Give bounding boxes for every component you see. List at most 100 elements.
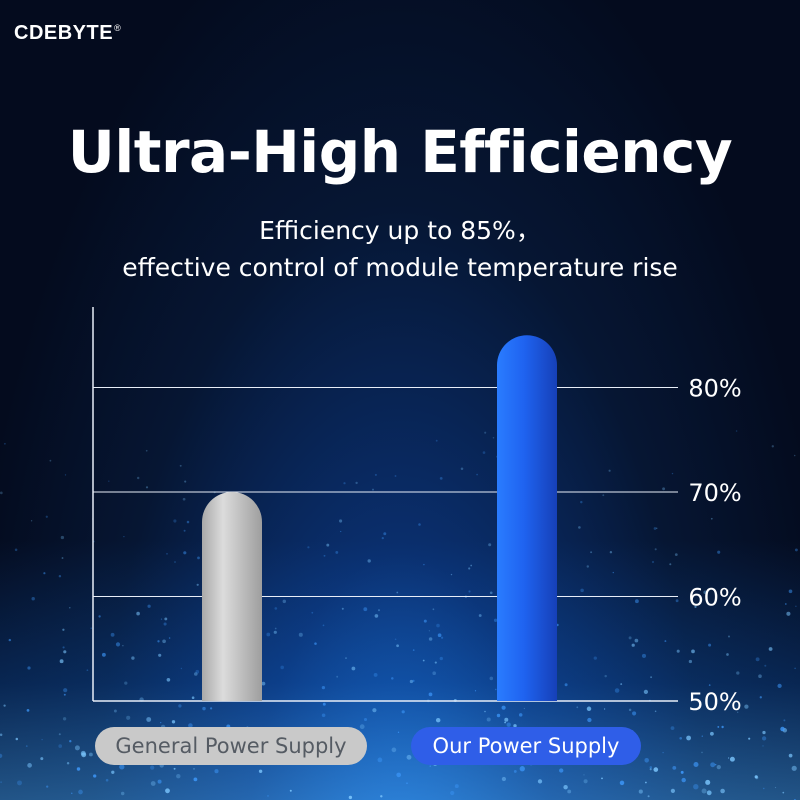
particle-dot: [460, 467, 464, 471]
particle-dot: [708, 643, 712, 647]
particle-dot: [101, 652, 106, 657]
particle-dot: [40, 757, 44, 761]
particle-dot: [513, 769, 517, 773]
particle-dot: [537, 779, 543, 784]
particle-dot: [110, 632, 115, 637]
particle-dot: [348, 795, 353, 800]
particle-dot: [62, 628, 65, 631]
particle-dot: [717, 550, 721, 554]
particle-dot: [578, 526, 581, 529]
particle-dot: [373, 672, 378, 677]
particle-dot: [258, 769, 263, 774]
particle-dot: [298, 632, 303, 637]
particle-dot: [160, 721, 162, 724]
particle-dot: [737, 711, 739, 713]
y-tick-label: 70%: [688, 479, 741, 507]
particle-dot: [783, 719, 786, 722]
particle-dot: [710, 517, 713, 520]
particle-dot: [620, 683, 623, 686]
particle-dot: [676, 649, 680, 653]
particle-dot: [726, 653, 729, 656]
particle-dot: [311, 611, 314, 614]
particle-dot: [518, 713, 523, 717]
particle-dot: [163, 622, 167, 626]
particle-dot: [166, 678, 171, 682]
particle-dot: [791, 765, 797, 771]
particle-dot: [63, 650, 67, 654]
particle-dot: [513, 724, 517, 728]
particle-dot: [171, 720, 176, 724]
particle-dot: [727, 757, 730, 759]
particle-dot: [708, 684, 711, 686]
particle-dot: [0, 733, 3, 737]
particle-dot: [168, 637, 171, 639]
particle-dot: [602, 494, 605, 497]
particle-dot: [164, 617, 168, 621]
particle-dot: [669, 563, 672, 566]
particle-dot: [396, 591, 399, 594]
particle-dot: [173, 519, 177, 523]
particle-dot: [710, 762, 716, 768]
particle-dot: [727, 635, 731, 638]
particle-dot: [412, 649, 415, 651]
particle-dot: [649, 766, 653, 769]
particle-dot: [176, 773, 181, 779]
particle-dot: [62, 717, 67, 721]
particle-dot: [671, 472, 674, 475]
particle-dot: [771, 445, 774, 448]
particle-dot: [4, 442, 6, 445]
particle-dot: [136, 611, 140, 616]
particle-dot: [81, 752, 87, 758]
particle-dot: [111, 770, 115, 774]
particle-dot: [489, 676, 494, 681]
particle-dot: [372, 488, 374, 491]
particle-dot: [322, 702, 326, 706]
particle-dot: [701, 788, 707, 794]
particle-dot: [214, 769, 219, 774]
category-label-general: General Power Supply: [95, 727, 367, 765]
particle-dot: [0, 491, 3, 495]
particle-dot: [183, 529, 186, 532]
particle-dot: [647, 795, 650, 798]
particle-dot: [377, 609, 381, 612]
particle-dot: [31, 596, 35, 601]
particle-dot: [131, 656, 135, 660]
particle-dot: [759, 696, 762, 699]
particle-dot: [436, 623, 440, 628]
particle-dot: [62, 646, 65, 649]
particle-dot: [339, 519, 343, 523]
particle-dot: [450, 790, 455, 796]
particle-dot: [76, 767, 81, 771]
particle-dot: [74, 745, 80, 751]
particle-dot: [586, 565, 590, 568]
particle-dot: [450, 573, 453, 576]
particle-dot: [601, 777, 603, 780]
particle-dot: [686, 735, 691, 741]
particle-dot: [691, 649, 695, 654]
particle-dot: [115, 642, 121, 647]
category-label-ours-text: Our Power Supply: [432, 734, 620, 758]
particle-dot: [721, 725, 724, 729]
particle-dot: [363, 717, 368, 722]
particle-dot: [124, 681, 128, 685]
particle-dot: [17, 780, 22, 786]
particle-dot: [193, 768, 195, 770]
particle-dot: [488, 543, 492, 547]
particle-dot: [434, 661, 437, 664]
particle-dot: [194, 672, 198, 676]
particle-dot: [644, 758, 649, 763]
particle-dot: [662, 487, 666, 491]
particle-dot: [748, 737, 751, 740]
particle-dot: [381, 536, 384, 540]
particle-dot: [580, 500, 583, 504]
particle-dot: [372, 708, 377, 713]
category-label-general-text: General Power Supply: [115, 734, 347, 758]
particle-dot: [267, 794, 269, 797]
particle-dot: [495, 688, 497, 691]
particle-dot: [709, 731, 714, 736]
particle-dot: [662, 751, 664, 754]
particle-dot: [782, 791, 785, 794]
particle-dot: [706, 698, 708, 701]
particle-dot: [484, 710, 486, 713]
particle-dot: [321, 685, 326, 690]
